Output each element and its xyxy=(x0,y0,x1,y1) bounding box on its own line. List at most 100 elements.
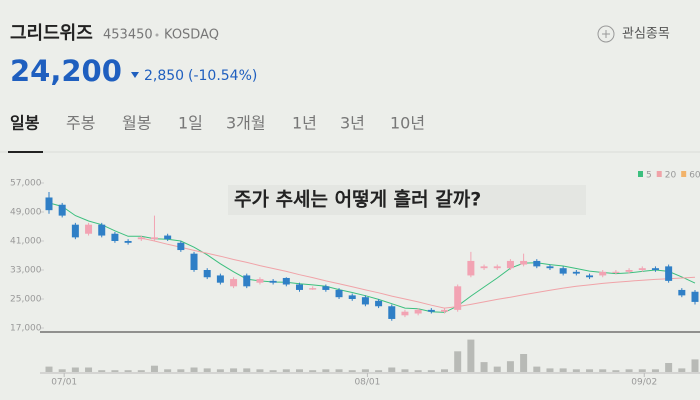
candle-body xyxy=(665,266,673,281)
tab[interactable]: 주봉 xyxy=(66,114,95,133)
candle-body xyxy=(441,309,449,312)
candle-body xyxy=(559,268,567,274)
candle-body xyxy=(295,284,303,290)
volume-bar xyxy=(203,368,211,372)
candle-body xyxy=(269,280,277,283)
candle-body xyxy=(651,268,659,270)
volume-bar xyxy=(586,369,594,372)
volume-bar xyxy=(454,351,462,372)
watch-button[interactable]: 관심종목 xyxy=(597,25,670,43)
volume-bar xyxy=(282,369,290,372)
volume-bar xyxy=(612,370,620,372)
plus-icon xyxy=(602,30,610,38)
moving-average-line xyxy=(48,202,696,313)
volume-bar xyxy=(388,367,396,372)
volume-bar xyxy=(164,369,172,372)
volume-bar xyxy=(441,369,449,372)
candle-body xyxy=(71,224,79,238)
market: KOSDAQ xyxy=(164,28,219,43)
volume-bar xyxy=(414,370,422,372)
candle-body xyxy=(414,309,422,314)
volume-bar xyxy=(269,370,277,372)
candle-body xyxy=(335,289,343,298)
volume-bar xyxy=(230,368,238,372)
candle-body xyxy=(190,253,198,270)
price: 24,200 xyxy=(10,54,122,88)
candle-body xyxy=(388,306,396,319)
change: 2,850 xyxy=(144,68,184,84)
tab[interactable]: 1일 xyxy=(178,114,203,133)
legend-label: 20 xyxy=(665,171,677,181)
candle-body xyxy=(493,266,501,269)
candle-body xyxy=(58,204,66,216)
candle-body xyxy=(480,266,488,269)
volume-bar xyxy=(651,369,659,372)
candle-body xyxy=(348,295,356,300)
volume-bar xyxy=(216,369,224,372)
volume-bar xyxy=(493,366,501,372)
volume-bar xyxy=(150,365,158,372)
candle-body xyxy=(427,309,435,312)
candle-body xyxy=(203,269,211,278)
volume-bar xyxy=(638,369,646,372)
candle-body xyxy=(638,268,646,270)
annotation: 주가 추세는 어떻게 흘러 갈까? xyxy=(234,188,481,211)
chart: 57,000 49,000 41,000 33,000 25,000 17,000 07/0… xyxy=(10,171,700,388)
candle-body xyxy=(177,242,185,251)
candle-body xyxy=(546,266,554,269)
candle-body xyxy=(572,271,580,274)
y-tick-label: 49,000 xyxy=(10,207,42,217)
volume-bar xyxy=(335,369,343,372)
tab[interactable]: 월봉 xyxy=(122,114,151,133)
volume-bar xyxy=(678,368,686,372)
candle-body xyxy=(586,275,594,278)
down-arrow xyxy=(131,72,139,78)
x-tick-label: 08/01 xyxy=(354,378,380,388)
y-tick-label: 41,000 xyxy=(10,236,42,246)
candle-body xyxy=(164,235,172,240)
tab[interactable]: 1년 xyxy=(292,114,317,133)
legend-swatch xyxy=(656,171,662,177)
x-tick-label: 09/02 xyxy=(631,378,657,388)
candle-body xyxy=(533,260,541,267)
volume-bar xyxy=(243,368,251,372)
legend-swatch xyxy=(638,171,643,177)
candle-body xyxy=(45,197,53,211)
volume-bar xyxy=(520,354,528,372)
candle-body xyxy=(678,289,686,296)
legend-swatch xyxy=(681,171,687,177)
candle-body xyxy=(111,233,119,241)
volume-bar xyxy=(506,361,514,372)
stock-name: 그리드위즈 xyxy=(10,23,93,44)
candle-body xyxy=(282,277,290,285)
tab[interactable]: 10년 xyxy=(390,114,425,133)
plus-icon xyxy=(597,25,615,43)
volume-bar xyxy=(665,363,673,372)
volume-bar xyxy=(559,368,567,372)
volume-bar xyxy=(467,339,475,372)
volume-bar xyxy=(190,367,198,372)
watch-label[interactable]: 관심종목 xyxy=(622,27,670,42)
tab[interactable]: 3개월 xyxy=(226,114,266,133)
candle-body xyxy=(124,240,132,243)
candle-body xyxy=(361,297,369,305)
candle-body xyxy=(454,286,462,310)
volume-bar xyxy=(361,369,369,372)
volume-bar xyxy=(177,369,185,372)
volume-bar xyxy=(322,369,330,372)
volume-bar xyxy=(599,369,607,372)
volume-bar xyxy=(256,369,264,372)
volume-bar xyxy=(691,359,699,372)
separator-dot xyxy=(155,33,159,37)
volume-bar xyxy=(480,362,488,372)
volume-bar xyxy=(124,370,132,372)
tab[interactable]: 3년 xyxy=(340,114,365,133)
tab[interactable]: 일봉 xyxy=(10,114,40,133)
volume-bar xyxy=(348,370,356,372)
change-pct: (-10.54%) xyxy=(188,68,257,84)
candle-body xyxy=(612,271,620,273)
candle-body xyxy=(309,288,317,290)
volume-bar xyxy=(546,368,554,372)
